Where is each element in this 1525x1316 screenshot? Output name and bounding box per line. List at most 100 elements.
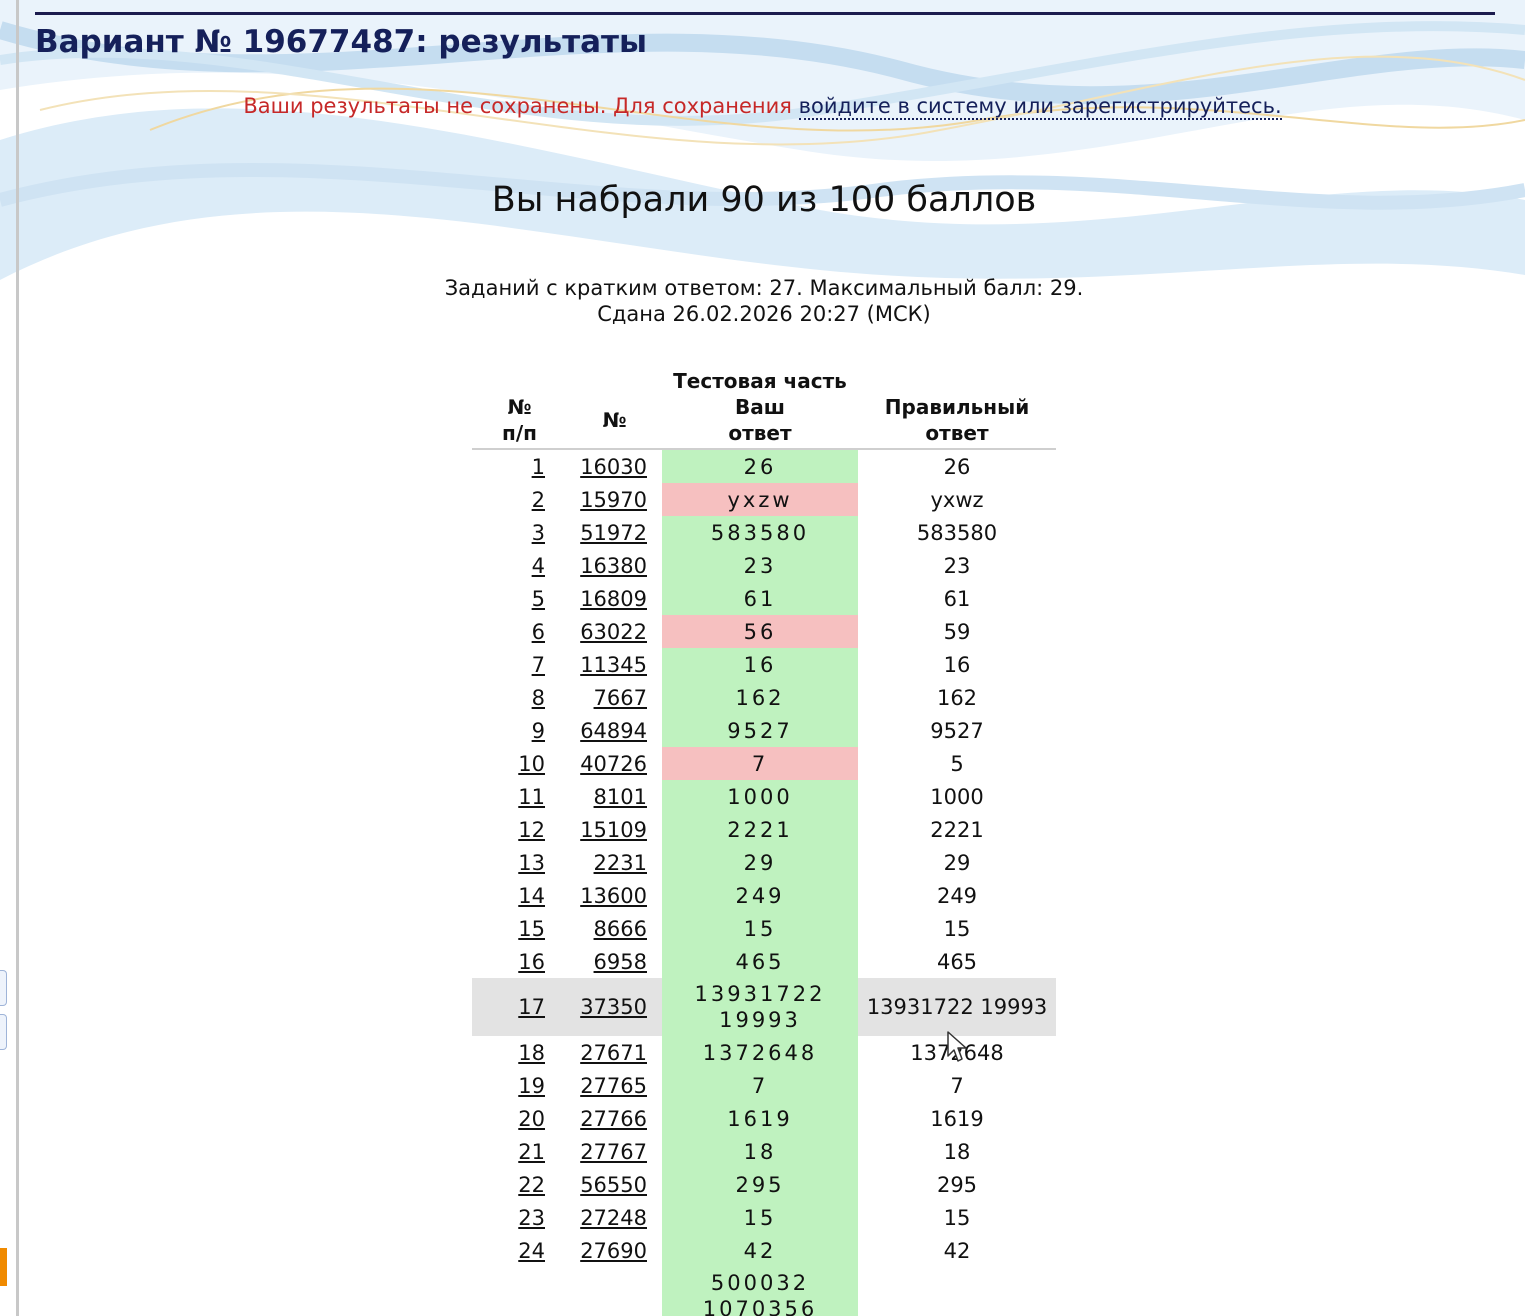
task-number-cell: 6958 (567, 945, 662, 978)
table-row: 7 11345 16 16 (472, 648, 1056, 681)
task-number-link[interactable]: 64894 (580, 718, 647, 743)
task-number-cell: 7667 (567, 681, 662, 714)
task-number-cell: 2231 (567, 846, 662, 879)
table-row: 20 27766 1619 1619 (472, 1102, 1056, 1135)
table-row: 21 27767 18 18 (472, 1135, 1056, 1168)
table-row: 3 51972 583580 583580 (472, 516, 1056, 549)
table-row: 10 40726 7 5 (472, 747, 1056, 780)
correct-answer-cell: 26 (943, 454, 971, 479)
task-number-link[interactable]: 56550 (580, 1172, 647, 1197)
row-number-cell: 13 (472, 846, 567, 879)
row-number-link[interactable]: 21 (518, 1139, 545, 1164)
correct-answer-cell: 61 (943, 586, 971, 611)
table-row: 16 6958 465 465 (472, 945, 1056, 978)
column-header-task-number: № (567, 394, 662, 450)
login-register-link[interactable]: войдите в систему или зарегистрируйтесь. (798, 94, 1282, 120)
row-number-link[interactable]: 14 (518, 883, 545, 908)
row-number-link[interactable]: 3 (531, 520, 545, 545)
task-number-link[interactable]: 27690 (580, 1238, 647, 1263)
task-number-link[interactable]: 63022 (580, 619, 647, 644)
task-number-link[interactable]: 40726 (580, 751, 647, 776)
row-number-link[interactable]: 4 (531, 553, 545, 578)
your-answer-cell-correct: 13931722 19993 (662, 978, 858, 1036)
row-number-link[interactable]: 23 (518, 1205, 545, 1230)
table-row: 5 16809 61 61 (472, 582, 1056, 615)
row-number-link[interactable]: 10 (518, 751, 545, 776)
task-number-link[interactable]: 27766 (580, 1106, 647, 1131)
task-number-link[interactable]: 27248 (580, 1205, 647, 1230)
row-number-link[interactable]: 24 (518, 1238, 545, 1263)
row-number-link[interactable]: 15 (518, 916, 545, 941)
row-number-link[interactable]: 18 (518, 1040, 545, 1065)
task-number-link[interactable]: 16809 (580, 586, 647, 611)
row-number-cell: 9 (472, 714, 567, 747)
task-number-link[interactable]: 6958 (593, 949, 647, 974)
side-orange-tab[interactable] (0, 1248, 7, 1286)
results-table-body: 1 16030 26 26 2 15970 yxzw yxwz 3 51972 583580 5835… (472, 449, 1056, 1316)
task-number-cell: 15109 (567, 813, 662, 846)
correct-answer-cell: 583580 (916, 520, 998, 545)
task-number-link[interactable]: 8101 (593, 784, 647, 809)
row-number-link[interactable]: 13 (518, 850, 545, 875)
table-row: 2 15970 yxzw yxwz (472, 483, 1056, 516)
correct-answer-cell: 13931722 19993 (858, 978, 1056, 1036)
task-number-link[interactable]: 11345 (580, 652, 647, 677)
correct-answer-cell: 16 (943, 652, 971, 677)
your-answer-cell-wrong: 7 (662, 747, 858, 780)
task-number-link[interactable]: 7667 (593, 685, 647, 710)
row-number-link[interactable]: 17 (518, 995, 545, 1019)
row-number-cell: 7 (472, 648, 567, 681)
correct-answer-cell: 465 (936, 949, 978, 974)
task-number-link[interactable]: 27765 (580, 1073, 647, 1098)
correct-answer-cell: 162 (936, 685, 978, 710)
task-number-link[interactable]: 15109 (580, 817, 647, 842)
your-answer-cell-correct: 18 (662, 1135, 858, 1168)
table-row: 1 16030 26 26 (472, 449, 1056, 483)
row-number-cell: 24 (472, 1234, 567, 1267)
task-number-link[interactable]: 27767 (580, 1139, 647, 1164)
column-header-correct-answer: Правильный ответ (858, 394, 1056, 450)
table-row: 8 7667 162 162 (472, 681, 1056, 714)
correct-answer-cell: 23 (943, 553, 971, 578)
task-number-link[interactable]: 16030 (580, 454, 647, 479)
row-number-link[interactable]: 5 (531, 586, 545, 611)
row-number-cell: 4 (472, 549, 567, 582)
task-number-link[interactable]: 27671 (580, 1040, 647, 1065)
row-number-link[interactable]: 16 (518, 949, 545, 974)
row-number-link[interactable]: 11 (518, 784, 545, 809)
task-number-link[interactable]: 51972 (580, 520, 647, 545)
task-number-link[interactable]: 16380 (580, 553, 647, 578)
row-number-link[interactable]: 19 (518, 1073, 545, 1098)
task-number-cell: 51972 (567, 516, 662, 549)
side-tab-1[interactable] (0, 970, 7, 1006)
row-number-link[interactable]: 1 (531, 454, 545, 479)
task-number-link[interactable]: 8666 (593, 916, 647, 941)
table-row: 17 37350 13931722 19993 13931722 19993 (472, 978, 1056, 1036)
side-tab-2[interactable] (0, 1014, 7, 1050)
row-number-link[interactable]: 8 (531, 685, 545, 710)
row-number-cell: 22 (472, 1168, 567, 1201)
correct-answer-cell: yxwz (930, 487, 984, 512)
correct-answer-cell: 1619 (930, 1106, 984, 1131)
task-number-link[interactable]: 37350 (580, 995, 647, 1019)
task-number-link[interactable]: 15970 (580, 487, 647, 512)
task-number-link[interactable]: 2231 (593, 850, 647, 875)
row-number-link[interactable]: 7 (531, 652, 545, 677)
row-number-cell: 1 (472, 449, 567, 483)
row-number-cell: 8 (472, 681, 567, 714)
task-number-cell (567, 1267, 662, 1316)
task-number-cell: 16380 (567, 549, 662, 582)
task-number-link[interactable]: 13600 (580, 883, 647, 908)
task-number-cell: 40726 (567, 747, 662, 780)
row-number-link[interactable]: 22 (518, 1172, 545, 1197)
task-number-cell: 16809 (567, 582, 662, 615)
row-number-link[interactable]: 20 (518, 1106, 545, 1131)
row-number-link[interactable]: 6 (531, 619, 545, 644)
row-number-cell: 2 (472, 483, 567, 516)
row-number-cell: 18 (472, 1036, 567, 1069)
table-row: 22 56550 295 295 (472, 1168, 1056, 1201)
row-number-link[interactable]: 9 (531, 718, 545, 743)
row-number-link[interactable]: 2 (531, 487, 545, 512)
table-row: 13 2231 29 29 (472, 846, 1056, 879)
row-number-link[interactable]: 12 (518, 817, 545, 842)
